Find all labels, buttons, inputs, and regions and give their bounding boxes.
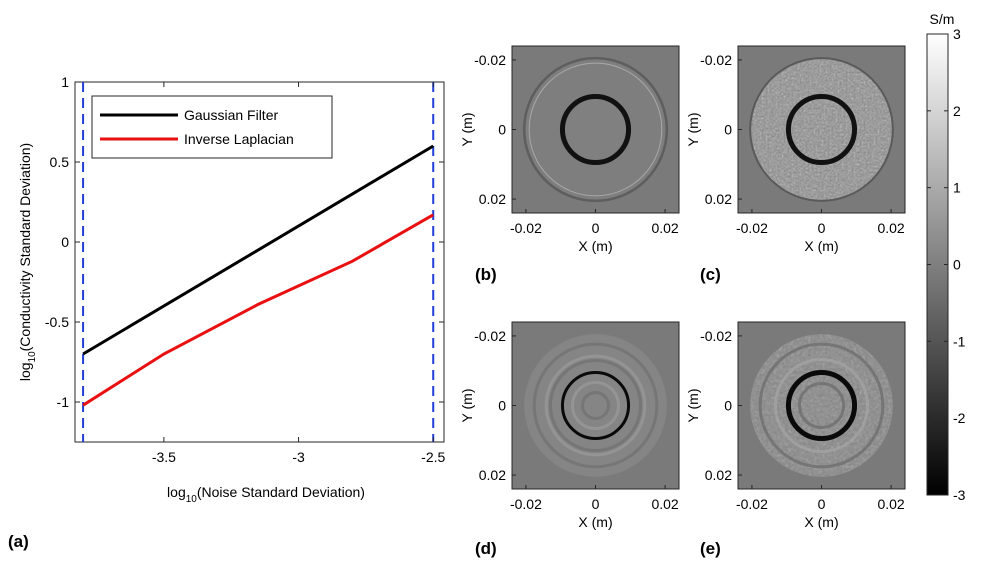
x-axis-label: log10(Noise Standard Deviation) (167, 484, 365, 505)
panel-label: (c) (700, 265, 721, 284)
y-tick-label-1: 0 (498, 398, 506, 414)
y-tick-label-2: 0.02 (479, 191, 506, 207)
colorbar-tick-label-2: 1 (953, 180, 961, 196)
ripple-ring-3 (570, 380, 621, 431)
x-tick-label-2: 0.02 (651, 496, 678, 512)
colorbar-ticks: 3 2 1 0 -1 -2 -3 (927, 26, 966, 503)
panel-label: (e) (700, 539, 721, 558)
y-tick-label-0: -0.02 (700, 328, 732, 344)
colorbar: S/m 3 2 1 0 -1 -2 -3 (926, 11, 966, 503)
colorbar-tick-label-4: -1 (953, 333, 966, 349)
x-tick-label-0: -3.5 (152, 449, 176, 465)
y-tick-label-0: -1 (57, 394, 70, 410)
x-tick-label-1: 0 (592, 496, 600, 512)
x-axis-label-rest: (Noise Standard Deviation) (197, 484, 365, 500)
image-content (738, 322, 905, 489)
y-tick-label-2: 0.02 (479, 467, 506, 483)
colorbar-tick-label-0: 3 (953, 26, 961, 42)
legend-label-gaussian: Gaussian Filter (184, 107, 278, 123)
y-tick-label-2: 0.02 (705, 467, 732, 483)
ripple-ring-1 (773, 357, 870, 454)
boundary-lines (82, 82, 435, 442)
panel-label: (d) (475, 539, 497, 558)
y-tick-label-0: -0.02 (474, 52, 506, 68)
y-axis-label: Y (m) (459, 389, 475, 423)
x-tick-label-0: -0.02 (736, 496, 768, 512)
x-tick-label-1: 0 (818, 220, 826, 236)
y-axis-label: Y (m) (459, 113, 475, 147)
y-axis-label: log10(Conductivity Standard Deviation) (17, 143, 38, 381)
legend-label-inverse-laplacian: Inverse Laplacian (184, 131, 294, 147)
x-tick-label-1: 0 (592, 220, 600, 236)
y-tick-label-2: 0.02 (705, 191, 732, 207)
noise-texture (750, 58, 893, 201)
image-content (512, 322, 679, 489)
ripple-ring-2 (548, 358, 643, 453)
colorbar-title: S/m (930, 11, 955, 27)
legend: Gaussian Filter Inverse Laplacian (91, 95, 333, 159)
series-line-1 (82, 213, 434, 407)
x-axis-label: X (m) (578, 514, 612, 530)
x-axis-label-sub: 10 (186, 494, 198, 505)
series-line-0 (82, 144, 434, 356)
image-panel-e: -0.02 -0.02 0 0 0.02 0.02 X (m) Y (m) (e) (685, 321, 906, 558)
y-axis-label-rest: (Conductivity Standard Deviation) (17, 143, 33, 352)
ripple-ring-0 (758, 342, 885, 469)
y-tick-label-3: 0.5 (50, 154, 70, 170)
image-content (738, 46, 905, 213)
colorbar-tick-label-5: -2 (953, 410, 966, 426)
x-ticks: -3.5 -3 -2.5 (152, 82, 446, 465)
y-axis-label: Y (m) (685, 389, 701, 423)
y-tick-label-4: 1 (61, 74, 69, 90)
y-tick-label-1: -0.5 (45, 314, 69, 330)
image-panel-b: -0.02 -0.02 0 0 0.02 0.02 X (m) Y (m) (b) (459, 45, 680, 284)
colorbar-tick-label-6: -3 (953, 487, 966, 503)
y-tick-label-1: 0 (498, 122, 506, 138)
panel-label-a: (a) (8, 532, 29, 551)
y-tick-label-0: -0.02 (474, 328, 506, 344)
outer-halo (528, 62, 663, 197)
colorbar-tick-label-3: 0 (953, 257, 961, 273)
legend-box (91, 95, 333, 159)
y-axis-label-sub: 10 (27, 351, 38, 363)
y-axis-label: Y (m) (685, 113, 701, 147)
image-panel-c: -0.02 -0.02 0 0 0.02 0.02 X (m) Y (m) (c) (685, 45, 906, 284)
y-tick-label-0: -0.02 (700, 52, 732, 68)
x-tick-label-2: 0.02 (877, 496, 904, 512)
y-tick-label-1: 0 (724, 122, 732, 138)
inner-ring (785, 93, 858, 166)
panel-label: (b) (475, 265, 497, 284)
outer-edge (749, 57, 894, 202)
y-axis-label-log: log (17, 362, 33, 381)
y-ticks: -1 -0.5 0 0.5 1 (45, 74, 444, 410)
ripple-ring-4 (580, 390, 611, 421)
image-panel-d: -0.02 -0.02 0 0 0.02 0.02 X (m) Y (m) (d) (459, 321, 680, 558)
inner-ring (559, 93, 632, 166)
inner-ring (785, 369, 858, 442)
x-tick-label-0: -0.02 (510, 220, 542, 236)
x-axis-label: X (m) (578, 238, 612, 254)
line-chart-panel: -3.5 -3 -2.5 -1 -0.5 0 0.5 1 Gaussian Filter I… (8, 74, 446, 551)
series-lines (82, 144, 434, 407)
x-axis-label-log: log (167, 484, 186, 500)
x-tick-label-2: 0.02 (651, 220, 678, 236)
ripple-ring-1 (544, 354, 647, 457)
x-tick-label-2: 0.02 (877, 220, 904, 236)
inner-ring (560, 370, 631, 441)
x-axis-label: X (m) (804, 514, 838, 530)
ripple-ring-0 (532, 342, 659, 469)
y-tick-label-2: 0 (61, 234, 69, 250)
x-tick-label-0: -0.02 (510, 496, 542, 512)
ripple-ring-2 (797, 381, 846, 430)
y-tick-label-1: 0 (724, 398, 732, 414)
x-tick-label-1: -3 (292, 449, 305, 465)
x-axis-label: X (m) (804, 238, 838, 254)
x-tick-label-1: 0 (818, 496, 826, 512)
colorbar-tick-label-1: 2 (953, 103, 961, 119)
x-tick-label-0: -0.02 (736, 220, 768, 236)
x-tick-label-2: -2.5 (421, 449, 445, 465)
image-content (512, 46, 679, 213)
